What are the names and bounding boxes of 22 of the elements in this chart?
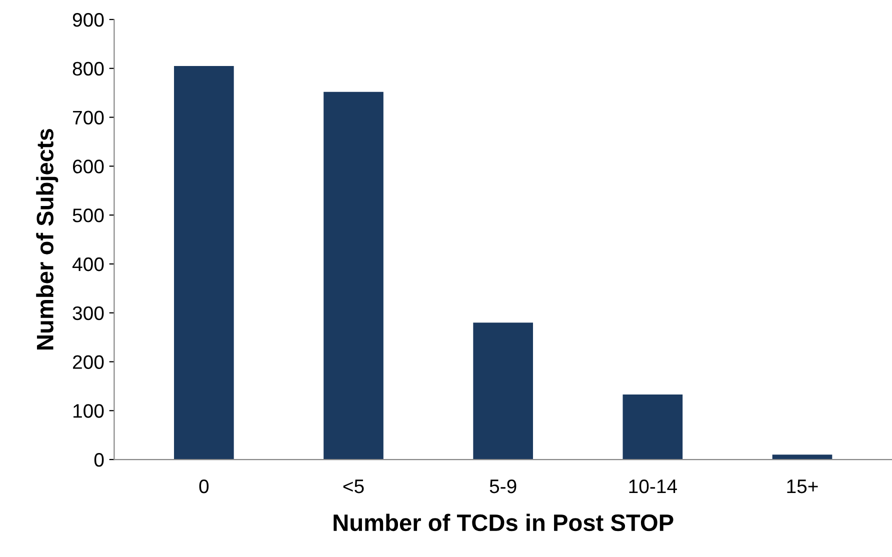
- y-tick-label: 200: [72, 355, 104, 369]
- bar: [622, 394, 683, 460]
- bar: [174, 66, 234, 460]
- x-tick-label: <5: [343, 480, 364, 494]
- y-tick-label: 900: [72, 12, 104, 27]
- x-tick-label: 15+: [787, 480, 818, 494]
- bar: [473, 322, 534, 460]
- x-axis-title: Number of TCDs in Post STOP: [334, 514, 674, 532]
- y-tick-label: 600: [73, 160, 104, 174]
- y-tick-label: 800: [72, 62, 104, 76]
- x-tick-label: 0: [199, 479, 209, 494]
- bar: [772, 454, 832, 460]
- y-tick-label: 400: [72, 257, 104, 272]
- y-tick-label: 300: [72, 306, 104, 320]
- y-axis-title: Number of Subjects: [36, 128, 58, 350]
- y-tick-label: 500: [72, 208, 104, 222]
- y-tick-label: 0: [94, 452, 104, 467]
- y-tick-label: 100: [74, 404, 104, 418]
- bar: [324, 92, 384, 460]
- x-tick-label: 10-14: [629, 479, 677, 494]
- x-tick-label: 5-9: [490, 479, 516, 494]
- y-tick-label: 700: [73, 110, 104, 125]
